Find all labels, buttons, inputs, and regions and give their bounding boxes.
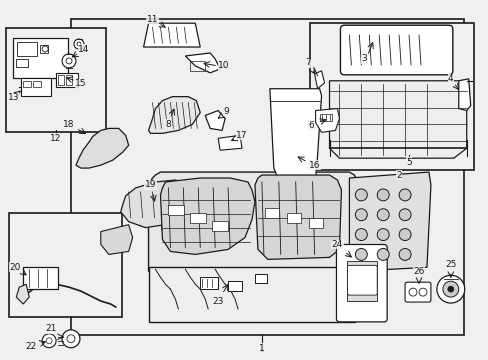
Text: 26: 26 — [412, 267, 424, 276]
Text: 9: 9 — [223, 107, 228, 116]
Text: 2: 2 — [395, 171, 401, 180]
Circle shape — [355, 189, 366, 201]
Bar — [6, 28, 105, 132]
Circle shape — [376, 209, 388, 221]
Text: 4: 4 — [447, 74, 453, 83]
Circle shape — [398, 189, 410, 201]
Bar — [200, 277, 218, 289]
Polygon shape — [315, 109, 339, 132]
Circle shape — [355, 229, 366, 240]
Circle shape — [74, 39, 84, 49]
Polygon shape — [269, 89, 321, 178]
Bar — [40, 45, 48, 53]
Text: 22: 22 — [25, 342, 37, 351]
Polygon shape — [218, 135, 242, 150]
Polygon shape — [143, 23, 200, 47]
Bar — [17, 42, 37, 56]
Bar — [33, 81, 41, 87]
Polygon shape — [185, 53, 220, 73]
FancyBboxPatch shape — [404, 282, 430, 302]
Bar — [23, 267, 58, 289]
Text: 12: 12 — [50, 134, 61, 143]
Text: 16: 16 — [308, 161, 320, 170]
Bar — [23, 81, 31, 87]
Text: 25: 25 — [444, 260, 456, 269]
Polygon shape — [160, 178, 254, 255]
Polygon shape — [101, 225, 132, 255]
Circle shape — [355, 209, 366, 221]
Bar — [264, 208, 278, 218]
Bar — [58, 75, 64, 85]
Text: 18: 18 — [63, 120, 75, 129]
Text: 24: 24 — [331, 240, 343, 249]
Bar — [13, 38, 68, 78]
Polygon shape — [148, 172, 359, 271]
Polygon shape — [349, 172, 430, 271]
Bar — [346, 261, 376, 301]
Polygon shape — [121, 180, 188, 228]
Bar — [319, 113, 331, 121]
Bar — [168, 205, 184, 215]
FancyBboxPatch shape — [336, 244, 386, 322]
Bar — [71, 19, 463, 335]
Bar — [254, 274, 266, 283]
Circle shape — [398, 248, 410, 260]
Bar — [56, 73, 78, 87]
Text: 15: 15 — [75, 79, 86, 88]
Circle shape — [398, 229, 410, 240]
Bar — [16, 59, 28, 67]
Text: 10: 10 — [218, 62, 229, 71]
Bar — [9, 213, 122, 317]
Text: 7: 7 — [304, 58, 310, 67]
Circle shape — [355, 248, 366, 260]
Circle shape — [42, 334, 56, 348]
Polygon shape — [329, 81, 466, 158]
Circle shape — [398, 209, 410, 221]
Bar — [309, 23, 473, 170]
Circle shape — [447, 286, 453, 292]
Text: 21: 21 — [45, 324, 57, 333]
Polygon shape — [148, 96, 200, 133]
Circle shape — [376, 248, 388, 260]
Bar — [66, 75, 72, 85]
Text: 14: 14 — [78, 45, 89, 54]
Circle shape — [62, 54, 76, 68]
Text: 11: 11 — [146, 15, 158, 24]
Bar — [286, 213, 300, 223]
Circle shape — [376, 229, 388, 240]
Text: 3: 3 — [361, 54, 366, 63]
Circle shape — [376, 189, 388, 201]
Text: 8: 8 — [165, 120, 171, 129]
Text: 13: 13 — [7, 93, 19, 102]
Bar — [148, 267, 355, 322]
Text: 1: 1 — [258, 344, 264, 354]
Polygon shape — [16, 284, 29, 304]
Text: 6: 6 — [308, 121, 314, 130]
Polygon shape — [458, 79, 470, 111]
Bar — [308, 218, 322, 228]
Text: 1: 1 — [259, 344, 264, 353]
FancyBboxPatch shape — [340, 25, 452, 75]
Bar — [190, 213, 206, 223]
Circle shape — [442, 281, 458, 297]
Text: 20: 20 — [10, 263, 21, 272]
Text: 5: 5 — [406, 158, 411, 167]
Bar — [212, 221, 227, 231]
Text: 23: 23 — [212, 297, 224, 306]
Circle shape — [436, 275, 464, 303]
Bar — [21, 78, 51, 96]
Polygon shape — [254, 175, 341, 260]
Text: 17: 17 — [236, 131, 247, 140]
Polygon shape — [76, 129, 128, 168]
Polygon shape — [314, 71, 324, 89]
FancyBboxPatch shape — [346, 265, 376, 295]
Polygon shape — [205, 111, 224, 130]
Bar — [227, 281, 242, 291]
Bar — [190, 61, 205, 71]
Text: 19: 19 — [144, 180, 156, 189]
Circle shape — [62, 330, 80, 348]
